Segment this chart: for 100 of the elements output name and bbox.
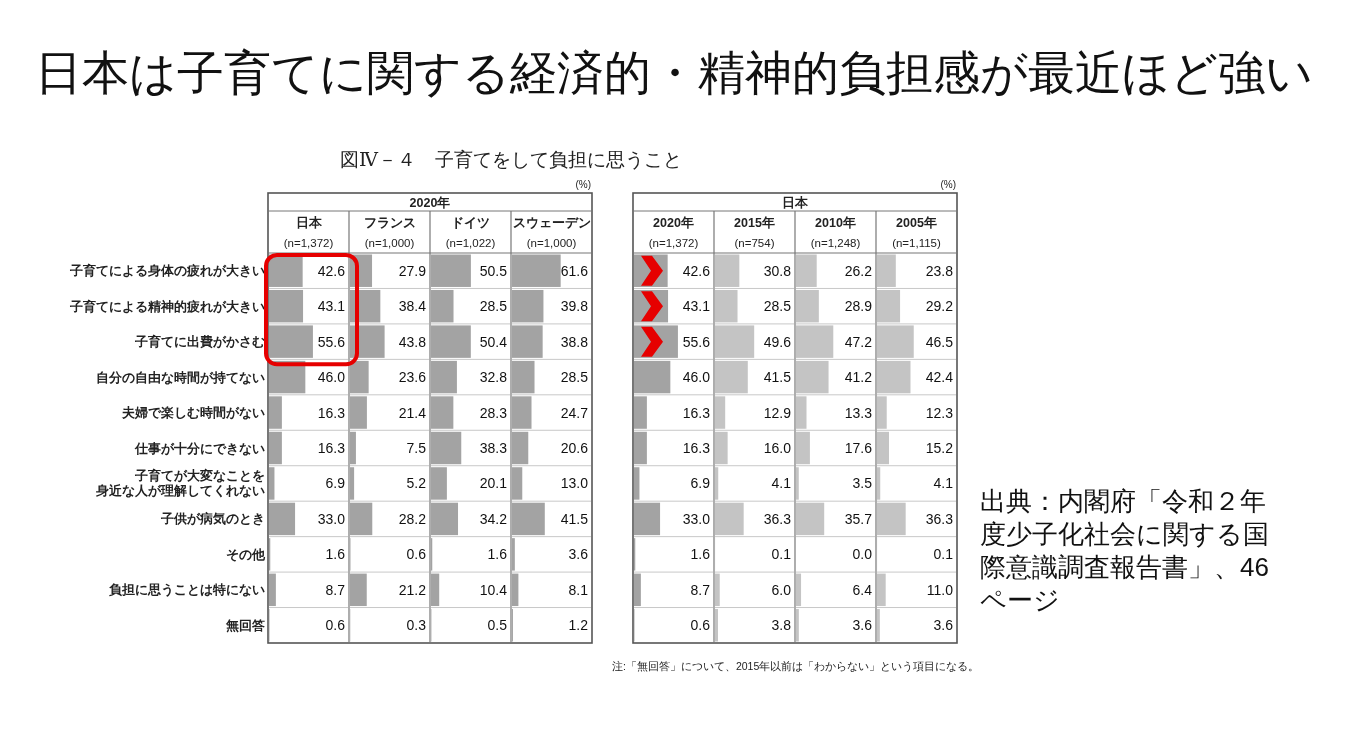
- chart-title: ドイツ: [451, 216, 490, 230]
- chart-title: スウェーデン: [512, 216, 591, 230]
- data-label: 38.3: [479, 440, 508, 456]
- data-label: 32.8: [479, 369, 508, 386]
- bar: [634, 360, 671, 394]
- y-tick-label: その他: [226, 547, 266, 562]
- data-label: 16.3: [682, 404, 711, 421]
- data-label: 0.1: [933, 546, 954, 563]
- data-label: 3.6: [933, 617, 954, 634]
- bar: [431, 431, 462, 465]
- data-label: 39.8: [560, 298, 589, 315]
- data-label: 28.2: [398, 510, 427, 527]
- data-label: 4.1: [933, 475, 954, 492]
- data-label: 29.2: [925, 298, 954, 315]
- bar: [512, 289, 544, 323]
- data-label: 28.5: [560, 369, 589, 386]
- data-label: 30.8: [763, 262, 792, 279]
- data-label: 1.2: [568, 617, 589, 634]
- data-label: 17.6: [844, 440, 873, 456]
- bar: [634, 396, 647, 429]
- data-label: 6.9: [325, 475, 346, 492]
- chart-subtitle: (n=1,248): [810, 237, 861, 249]
- bar: [512, 325, 543, 358]
- bar: [431, 254, 471, 287]
- data-label: 3.8: [771, 617, 792, 634]
- data-label: 0.3: [406, 617, 427, 634]
- chart-subtitle: (n=1,115): [892, 237, 942, 249]
- bar: [269, 254, 303, 287]
- y-tick-label: 子育てに出費がかさむ: [134, 334, 265, 350]
- data-label: 28.3: [479, 404, 508, 421]
- data-label: 0.0: [852, 546, 873, 563]
- data-label: 21.2: [398, 581, 427, 598]
- data-label: 24.7: [560, 404, 589, 421]
- data-label: 46.0: [682, 369, 711, 386]
- data-label: 43.8: [398, 333, 427, 350]
- bar: [431, 325, 471, 358]
- data-label: 16.3: [682, 440, 711, 456]
- data-label: 6.0: [771, 581, 792, 598]
- data-label: 42.6: [317, 262, 346, 279]
- data-label: 6.9: [690, 475, 711, 492]
- data-label: 13.0: [560, 475, 589, 492]
- data-label: 55.6: [682, 333, 711, 350]
- bar: [431, 502, 459, 536]
- data-label: 28.5: [763, 298, 792, 315]
- chart-title: 2010年: [815, 216, 856, 230]
- data-label: 28.5: [479, 298, 508, 315]
- data-label: 34.2: [479, 510, 508, 527]
- chart-subtitle: (n=754): [734, 237, 775, 249]
- text: 日本は子育てに関する経済的・精神的負担感が最近ほど強い: [35, 46, 1313, 99]
- data-label: 42.6: [682, 262, 711, 279]
- data-label: 8.7: [325, 581, 346, 598]
- data-label: 27.9: [398, 262, 427, 279]
- bar: [634, 502, 661, 536]
- data-label: 0.5: [487, 617, 508, 634]
- data-label: 21.4: [398, 404, 427, 421]
- data-label: 16.3: [317, 440, 346, 456]
- bar: [269, 467, 275, 500]
- data-label: 8.7: [690, 581, 711, 598]
- data-label: 28.9: [844, 298, 873, 315]
- data-label: 35.7: [844, 510, 873, 527]
- bar: [269, 502, 296, 536]
- bar: [512, 254, 561, 287]
- data-label: 47.2: [844, 333, 873, 350]
- data-label: 23.6: [398, 369, 427, 386]
- bar: [634, 431, 647, 465]
- data-label: 12.3: [925, 404, 954, 421]
- y-tick-label: 子供が病気のとき: [160, 511, 265, 527]
- bar: [431, 360, 457, 394]
- chart-subtitle: (n=1,022): [445, 237, 496, 249]
- data-label: 38.4: [398, 298, 427, 315]
- bar: [512, 502, 545, 536]
- data-label: 41.2: [844, 369, 873, 386]
- data-label: 1.6: [325, 546, 346, 563]
- chart-title: 2020年: [653, 216, 694, 230]
- data-label: 50.5: [479, 262, 508, 279]
- data-label: 1.6: [690, 546, 711, 563]
- bar: [269, 396, 282, 429]
- chart-subtitle: (n=1,372): [648, 237, 699, 249]
- data-label: 38.8: [560, 333, 589, 350]
- data-label: 3.5: [852, 475, 873, 492]
- bar: [350, 431, 356, 465]
- data-label: 46.0: [317, 369, 346, 386]
- data-label: 10.4: [479, 581, 508, 598]
- data-label: 11.0: [926, 581, 954, 598]
- data-label: 12.9: [763, 404, 792, 421]
- data-label: 33.0: [317, 510, 346, 527]
- data-label: 8.1: [568, 581, 589, 598]
- data-label: 41.5: [560, 510, 589, 527]
- data-label: 41.5: [763, 369, 792, 386]
- bar: [431, 396, 454, 429]
- y-tick-label: 負担に思うことは特にない: [109, 583, 265, 598]
- chart-subtitle: (n=1,000): [364, 237, 415, 249]
- data-label: 20.1: [479, 475, 508, 492]
- bar: [634, 467, 640, 500]
- data-label: 0.1: [771, 546, 792, 563]
- data-label: 55.6: [317, 333, 346, 350]
- bar: [431, 467, 447, 500]
- text: 図Ⅳ－４ 子育てをして負担に思うこと: [340, 149, 682, 170]
- data-label: 49.6: [763, 333, 792, 350]
- data-label: 4.1: [771, 475, 792, 492]
